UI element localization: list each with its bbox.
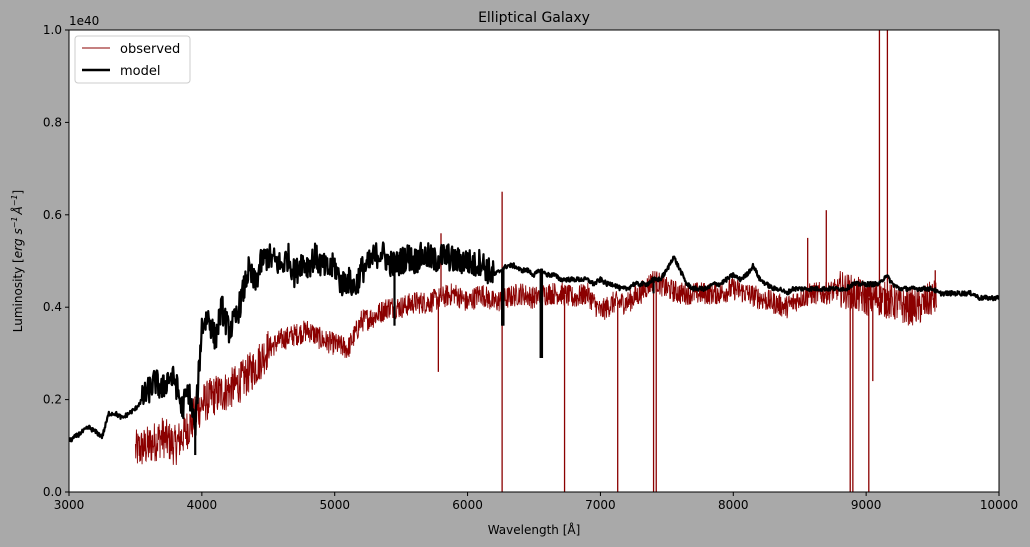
y-tick-label: 1.0 xyxy=(43,23,62,37)
x-axis-label: Wavelength [Å] xyxy=(488,522,581,537)
y-offset-label: 1e40 xyxy=(69,14,99,28)
x-tick-label: 3000 xyxy=(54,498,85,512)
x-axis: 3000 4000 5000 6000 7000 8000 9000 10000 xyxy=(54,492,1018,512)
observed-line xyxy=(134,271,938,465)
y-tick-label: 0.0 xyxy=(43,485,62,499)
x-tick-label: 10000 xyxy=(980,498,1018,512)
legend: observed model xyxy=(74,35,191,84)
y-tick-label: 0.2 xyxy=(43,393,62,407)
x-tick-label: 7000 xyxy=(585,498,616,512)
y-axis-label: Luminosity [erg s−1Å−1] xyxy=(10,190,25,332)
x-tick-label: 8000 xyxy=(718,498,749,512)
model-line xyxy=(69,241,999,443)
chart-title: Elliptical Galaxy xyxy=(478,10,590,26)
x-tick-label: 6000 xyxy=(452,498,483,512)
y-tick-label: 0.6 xyxy=(43,208,62,222)
model-series-layer xyxy=(69,241,999,456)
y-axis: 0.0 0.2 0.4 0.6 0.8 1.0 xyxy=(43,23,69,499)
legend-observed-label: observed xyxy=(120,42,180,57)
plot-area xyxy=(69,30,999,492)
y-tick-label: 0.8 xyxy=(43,115,62,129)
observed-series-layer xyxy=(134,30,938,492)
x-tick-label: 5000 xyxy=(319,498,350,512)
x-tick-label: 9000 xyxy=(851,498,882,512)
legend-model-label: model xyxy=(120,64,160,79)
plot-frame xyxy=(68,29,1000,493)
x-tick-label: 4000 xyxy=(187,498,218,512)
y-tick-label: 0.4 xyxy=(43,300,62,314)
